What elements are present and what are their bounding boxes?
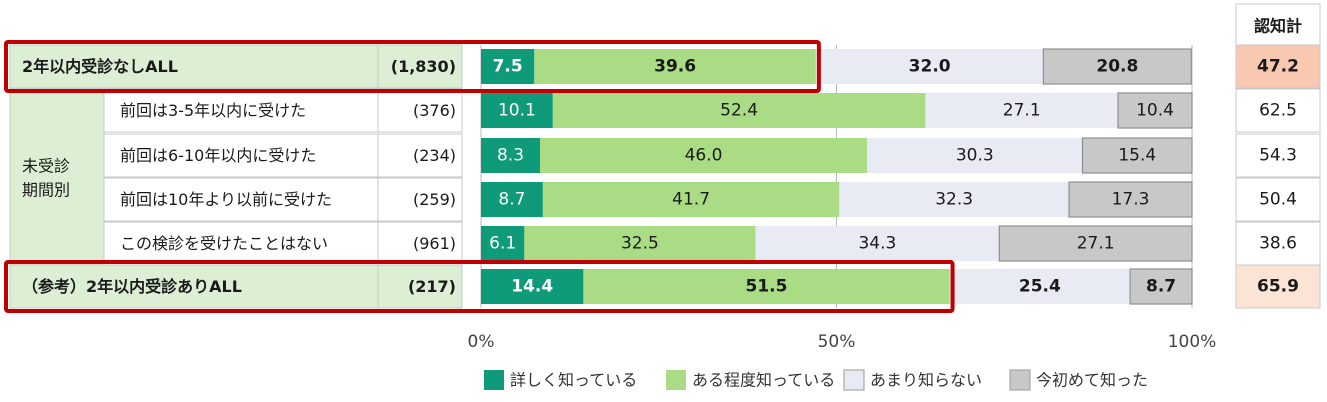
bar-value-label: 8.7 (1146, 277, 1176, 297)
legend-swatch (843, 369, 865, 391)
legend-swatch (484, 370, 504, 390)
bar-segment (815, 49, 1044, 84)
bar-segment (540, 138, 868, 173)
total-cell (1235, 133, 1321, 178)
bar-segment (481, 182, 543, 217)
x-tick-label: 0% (468, 332, 495, 352)
bar-value-label: 51.5 (745, 277, 787, 297)
bar-segment (481, 269, 584, 304)
row-n-label: (259) (413, 190, 456, 209)
row-n-cell (377, 221, 463, 266)
x-tick-label: 50% (818, 332, 856, 352)
bar-value-label: 20.8 (1096, 57, 1138, 77)
bar-value-label: 8.3 (497, 146, 524, 166)
bar-value-label: 14.4 (511, 277, 553, 297)
group-label: 期間別 (22, 181, 70, 200)
row-label: 2年以内受診なしALL (22, 57, 178, 76)
row-label: 前回は6-10年以内に受けた (120, 146, 316, 165)
row-label-cell (9, 264, 463, 309)
row-label: （参考）2年以内受診ありALL (22, 277, 242, 296)
bar-value-label: 27.1 (1003, 101, 1041, 121)
highlight-box (4, 260, 955, 313)
legend-swatch (1009, 369, 1031, 391)
bar-segment (949, 269, 1131, 304)
bar-segment (1042, 48, 1192, 85)
row-label-cell (9, 44, 463, 89)
legend-label: 今初めて知った (1036, 371, 1148, 390)
group-label: 未受診 (22, 157, 70, 176)
bar-value-label: 39.6 (654, 57, 696, 77)
bar-segment (1129, 268, 1193, 305)
bar-segment (534, 49, 816, 84)
bar-value-label: 7.5 (493, 57, 523, 77)
bar-value-label: 10.1 (498, 101, 536, 121)
row-label: 前回は3-5年以内に受けた (120, 101, 306, 120)
bar-segment (481, 226, 525, 261)
total-value: 38.6 (1259, 234, 1297, 254)
bar-segment (925, 93, 1119, 128)
row-n-label: (1,830) (391, 57, 456, 76)
x-tick-label: 100% (1168, 332, 1217, 352)
total-cell (1235, 264, 1321, 309)
bar-segment (755, 226, 1000, 261)
total-value: 54.3 (1259, 146, 1297, 166)
bar-value-label: 34.3 (858, 234, 896, 254)
bar-segment (481, 93, 553, 128)
bar-segment (1068, 181, 1193, 218)
total-value: 50.4 (1259, 190, 1297, 210)
highlight-box (4, 40, 821, 93)
total-value: 65.9 (1257, 277, 1299, 297)
total-cell (1235, 177, 1321, 222)
bar-segment (1081, 137, 1193, 174)
row-label-cell (103, 88, 379, 133)
total-value: 47.2 (1257, 57, 1299, 77)
total-cell (1235, 221, 1321, 266)
bar-segment (867, 138, 1083, 173)
bar-segment (1117, 92, 1193, 129)
bar-value-label: 30.3 (956, 146, 994, 166)
legend-label: ある程度知っている (692, 371, 835, 390)
bar-value-label: 46.0 (685, 146, 723, 166)
bar-value-label: 41.7 (672, 190, 710, 210)
group-cell (9, 88, 105, 266)
bar-value-label: 27.1 (1077, 234, 1115, 254)
bar-segment (524, 226, 756, 261)
row-label: 前回は10年より以前に受けた (120, 190, 332, 209)
side-header: 認知計 (1254, 17, 1302, 36)
legend-label: 詳しく知っている (510, 371, 637, 390)
bar-segment (839, 182, 1069, 217)
row-n-label: (234) (413, 146, 456, 165)
bar-segment (583, 269, 950, 304)
row-n-cell (377, 133, 463, 178)
legend-label: あまり知らない (870, 371, 982, 390)
bar-value-label: 8.7 (498, 190, 525, 210)
total-cell (1235, 88, 1321, 133)
bar-segment (481, 49, 535, 84)
row-n-label: (376) (413, 101, 456, 120)
row-n-cell (377, 177, 463, 222)
bar-value-label: 10.4 (1136, 101, 1174, 121)
bar-segment (998, 225, 1193, 262)
row-n-label: (961) (413, 234, 456, 253)
bar-value-label: 32.5 (621, 234, 659, 254)
bar-value-label: 32.3 (935, 190, 973, 210)
legend-swatch (666, 370, 686, 390)
bar-value-label: 17.3 (1112, 190, 1150, 210)
total-value: 62.5 (1259, 101, 1297, 121)
bar-segment (542, 182, 840, 217)
bar-value-label: 52.4 (720, 101, 758, 121)
bar-value-label: 32.0 (909, 57, 951, 77)
row-label: この検診を受けたことはない (120, 234, 328, 253)
bar-value-label: 15.4 (1118, 146, 1156, 166)
row-n-label: (217) (408, 277, 456, 296)
bar-segment (552, 93, 926, 128)
bar-value-label: 6.1 (489, 234, 516, 254)
bar-value-label: 25.4 (1019, 277, 1061, 297)
total-cell (1235, 44, 1321, 89)
bar-segment (481, 138, 541, 173)
